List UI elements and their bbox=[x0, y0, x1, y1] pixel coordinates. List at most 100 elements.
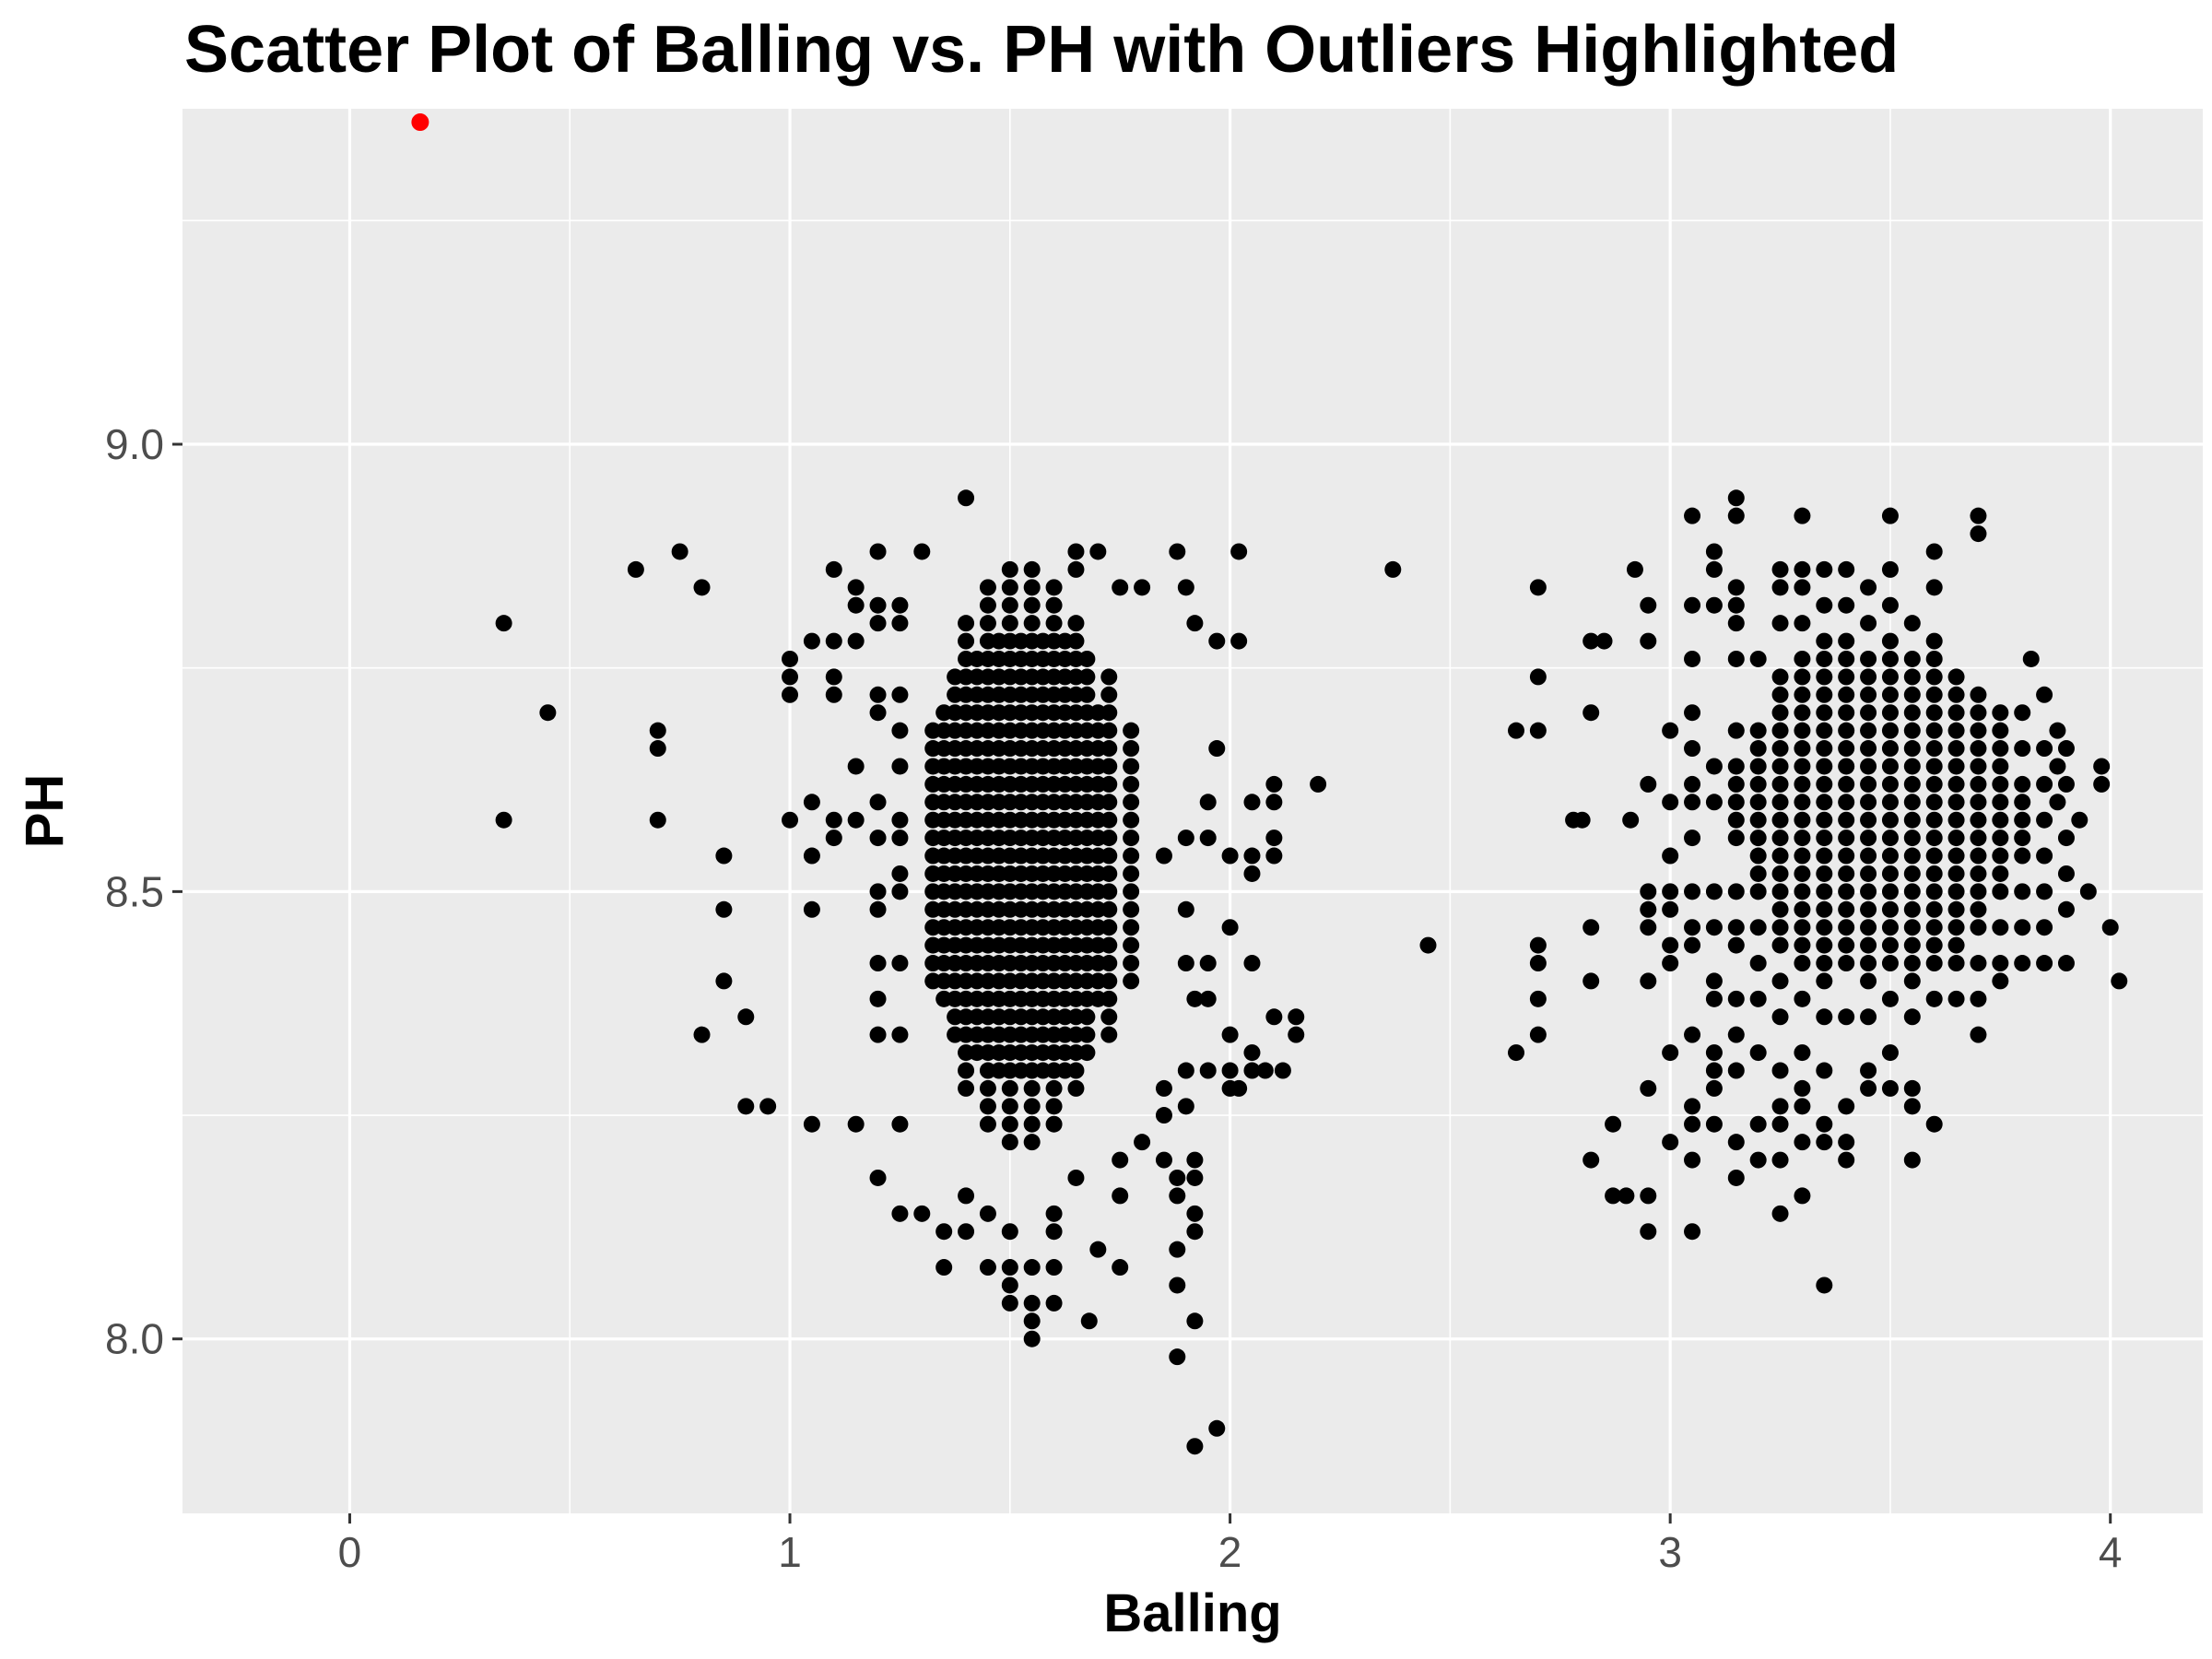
data-point bbox=[1771, 847, 1789, 865]
data-point bbox=[979, 704, 996, 722]
data-point bbox=[1186, 1205, 1204, 1222]
data-point bbox=[1771, 811, 1789, 829]
data-point bbox=[1903, 775, 1921, 793]
data-point bbox=[1947, 740, 1965, 758]
data-point bbox=[1705, 596, 1723, 614]
data-point bbox=[935, 704, 953, 722]
data-point bbox=[1970, 704, 1987, 722]
data-point bbox=[1199, 955, 1217, 972]
data-point bbox=[1925, 543, 1943, 560]
data-point bbox=[1045, 811, 1063, 829]
data-point bbox=[1860, 758, 1877, 775]
data-point bbox=[1794, 507, 1811, 524]
data-point bbox=[1903, 1151, 1921, 1169]
data-point bbox=[979, 865, 996, 882]
data-point bbox=[1794, 758, 1811, 775]
data-point bbox=[1155, 847, 1172, 865]
data-point bbox=[1001, 1026, 1018, 1043]
data-point bbox=[979, 615, 996, 632]
data-point bbox=[1903, 758, 1921, 775]
data-point bbox=[1860, 615, 1877, 632]
data-point bbox=[1705, 990, 1723, 1007]
data-point bbox=[958, 1079, 975, 1097]
data-point bbox=[1816, 919, 1833, 936]
data-point bbox=[1045, 1098, 1063, 1115]
data-point bbox=[1089, 955, 1107, 972]
data-point bbox=[1089, 883, 1107, 900]
data-point bbox=[1881, 758, 1899, 775]
y-axis-title: PH bbox=[15, 774, 75, 849]
data-point bbox=[1727, 489, 1745, 507]
data-point bbox=[1838, 847, 1855, 865]
data-point bbox=[1705, 758, 1723, 775]
data-point bbox=[1903, 794, 1921, 811]
data-point bbox=[979, 990, 996, 1007]
data-point bbox=[1727, 811, 1745, 829]
data-point bbox=[1816, 704, 1833, 722]
data-point bbox=[1023, 955, 1041, 972]
data-point bbox=[1992, 919, 2009, 936]
data-point bbox=[935, 955, 953, 972]
data-point bbox=[958, 1187, 975, 1205]
data-point bbox=[649, 740, 666, 758]
data-point bbox=[1684, 883, 1701, 900]
data-point bbox=[1067, 1062, 1085, 1079]
data-point bbox=[2014, 740, 2031, 758]
data-point bbox=[2101, 919, 2119, 936]
data-point bbox=[1816, 740, 1833, 758]
data-point bbox=[1925, 758, 1943, 775]
data-point bbox=[1001, 1223, 1018, 1241]
data-point bbox=[891, 1205, 909, 1222]
data-point bbox=[935, 811, 953, 829]
data-point bbox=[1023, 1312, 1041, 1330]
data-point bbox=[803, 1115, 820, 1133]
data-point bbox=[1749, 955, 1767, 972]
data-point bbox=[1243, 955, 1261, 972]
data-point bbox=[1838, 722, 1855, 739]
data-point bbox=[1794, 865, 1811, 882]
data-point bbox=[1947, 883, 1965, 900]
data-point bbox=[1881, 507, 1899, 524]
data-point bbox=[1903, 722, 1921, 739]
data-point bbox=[1089, 740, 1107, 758]
data-point bbox=[1208, 632, 1226, 650]
data-point bbox=[1583, 972, 1600, 990]
data-point bbox=[1903, 955, 1921, 972]
data-point bbox=[1727, 919, 1745, 936]
data-point bbox=[1903, 704, 1921, 722]
data-point bbox=[1001, 650, 1018, 667]
data-point bbox=[1881, 883, 1899, 900]
data-point bbox=[1838, 1008, 1855, 1026]
data-point bbox=[891, 830, 909, 847]
data-point bbox=[1970, 811, 1987, 829]
data-point bbox=[1186, 990, 1204, 1007]
data-point bbox=[1771, 686, 1789, 703]
data-point bbox=[979, 1044, 996, 1062]
data-point bbox=[1001, 775, 1018, 793]
data-point bbox=[1662, 900, 1679, 918]
data-point bbox=[1794, 883, 1811, 900]
data-point bbox=[1045, 865, 1063, 882]
data-point bbox=[1067, 543, 1085, 560]
data-point bbox=[1816, 1277, 1833, 1294]
data-point bbox=[1067, 919, 1085, 936]
data-point bbox=[1001, 847, 1018, 865]
data-point bbox=[825, 811, 842, 829]
data-point bbox=[1992, 794, 2009, 811]
data-point bbox=[1230, 543, 1248, 560]
data-point bbox=[1089, 919, 1107, 936]
data-point bbox=[1925, 579, 1943, 596]
data-point bbox=[891, 722, 909, 739]
data-point bbox=[1749, 1044, 1767, 1062]
data-point bbox=[1001, 919, 1018, 936]
data-point bbox=[1925, 865, 1943, 882]
data-point bbox=[1771, 775, 1789, 793]
data-point bbox=[958, 955, 975, 972]
data-point bbox=[891, 615, 909, 632]
data-point bbox=[1903, 919, 1921, 936]
data-point bbox=[1023, 936, 1041, 954]
data-point bbox=[2014, 811, 2031, 829]
data-point bbox=[1860, 1079, 1877, 1097]
data-point bbox=[1970, 919, 1987, 936]
data-point bbox=[1992, 865, 2009, 882]
